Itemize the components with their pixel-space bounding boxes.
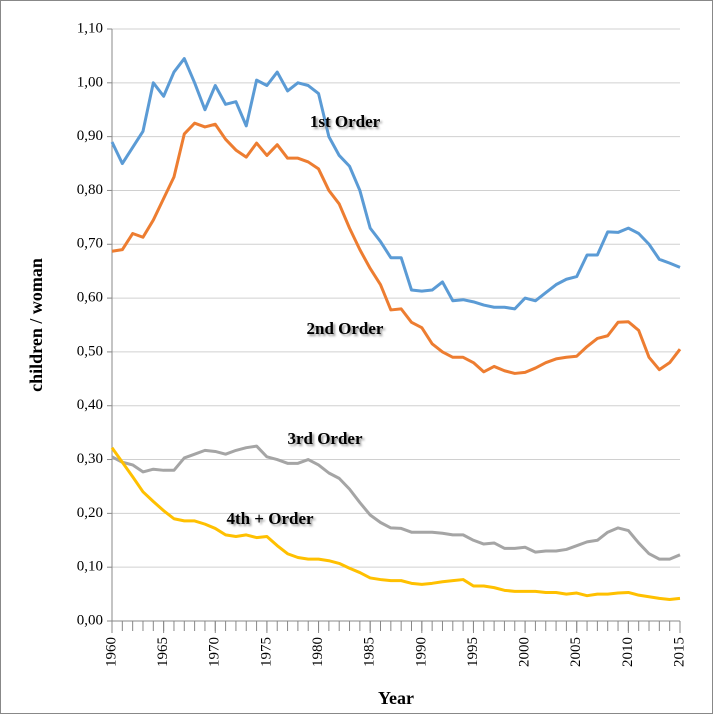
series-label: 1st Order bbox=[310, 112, 381, 131]
x-tick-label: 2015 bbox=[671, 637, 687, 667]
x-tick-label: 1960 bbox=[103, 637, 119, 667]
y-tick-label: 1,10 bbox=[77, 20, 103, 36]
y-tick-label: 0,20 bbox=[77, 505, 103, 521]
x-tick-label: 2005 bbox=[568, 637, 584, 667]
y-tick-label: 0,80 bbox=[77, 182, 103, 198]
series-label: 3rd Order bbox=[287, 429, 363, 448]
series-label: 2nd Order bbox=[307, 319, 384, 338]
y-tick-label: 0,00 bbox=[77, 612, 103, 628]
series-line bbox=[111, 444, 681, 561]
x-tick-label: 1995 bbox=[465, 637, 481, 667]
y-tick-label: 0,10 bbox=[77, 559, 103, 575]
x-tick-label: 2000 bbox=[517, 637, 533, 667]
series-line bbox=[111, 121, 682, 375]
y-tick-label: 0,60 bbox=[77, 290, 103, 306]
series-line bbox=[110, 446, 681, 601]
y-tick-label: 1,00 bbox=[77, 74, 103, 90]
series-line bbox=[110, 57, 681, 311]
x-axis-title: Year bbox=[378, 688, 414, 708]
y-tick-label: 0,30 bbox=[77, 451, 103, 467]
x-tick-label: 1980 bbox=[310, 637, 326, 667]
x-tick-label: 2010 bbox=[620, 637, 636, 667]
y-tick-label: 0,40 bbox=[77, 397, 103, 413]
y-tick-label: 0,50 bbox=[77, 343, 103, 359]
series-label: 4th + Order bbox=[226, 509, 314, 528]
x-tick-label: 1975 bbox=[258, 637, 274, 667]
y-tick-label: 0,90 bbox=[77, 128, 103, 144]
y-tick-label: 0,70 bbox=[77, 236, 103, 252]
x-tick-label: 1965 bbox=[155, 637, 171, 667]
y-axis-title: children / woman bbox=[26, 258, 46, 392]
x-tick-label: 1990 bbox=[413, 637, 429, 667]
x-tick-label: 1970 bbox=[207, 637, 223, 667]
x-tick-label: 1985 bbox=[362, 637, 378, 667]
